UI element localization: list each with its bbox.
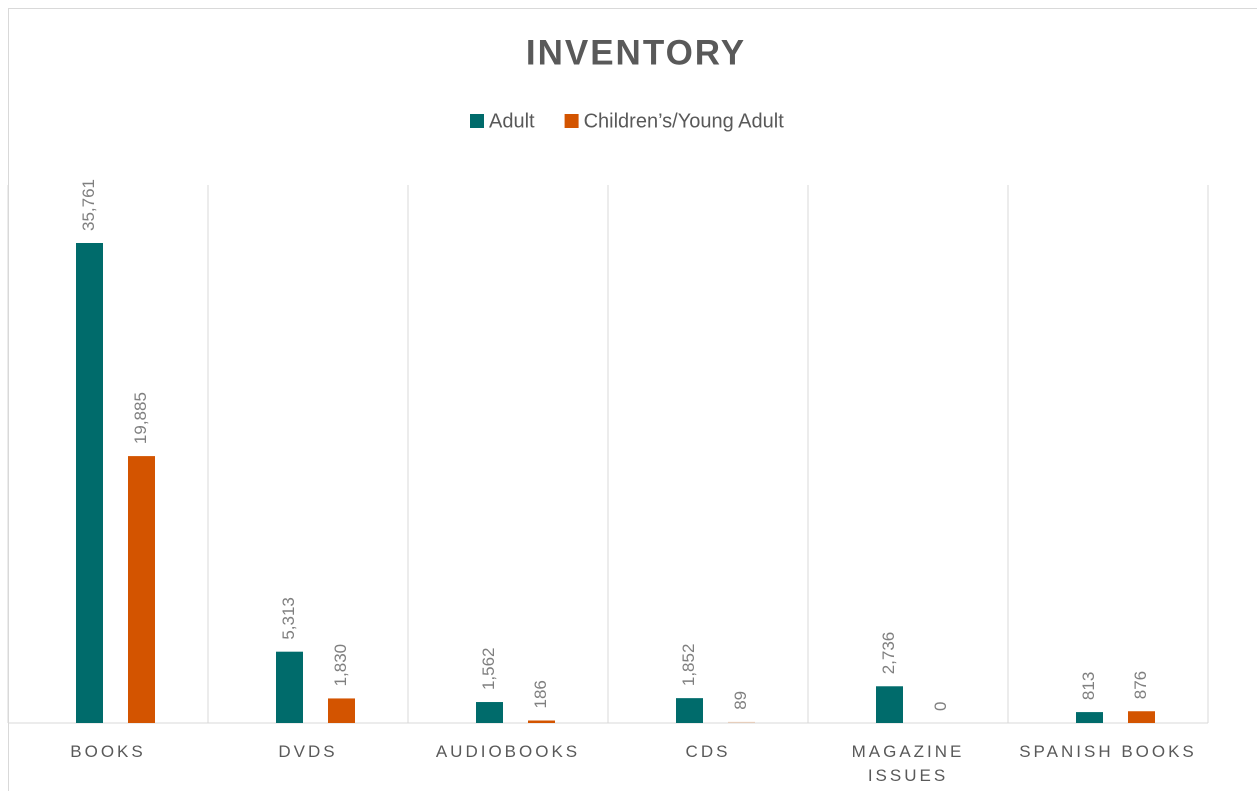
data-label: 186	[531, 680, 550, 708]
x-tick-label: DVDS	[278, 742, 338, 761]
legend-label: Children’s/Young Adult	[584, 110, 785, 132]
bar	[1076, 712, 1103, 723]
data-label: 1,852	[679, 644, 698, 687]
legend-swatch	[564, 114, 579, 128]
x-tick-label: AUDIOBOOKS	[435, 742, 581, 761]
bar	[328, 698, 355, 723]
data-label: 19,885	[131, 392, 150, 444]
data-label: 89	[731, 691, 750, 710]
data-label: 1,830	[331, 644, 350, 687]
data-label: 2,736	[879, 632, 898, 675]
data-label: 35,761	[79, 179, 98, 231]
data-label: 5,313	[279, 597, 298, 640]
chart-title: INVENTORY	[526, 33, 746, 72]
data-label: 813	[1079, 672, 1098, 700]
bar	[728, 721, 755, 723]
bar	[676, 698, 703, 723]
legend-label: Adult	[489, 110, 535, 132]
data-label: 876	[1131, 671, 1150, 699]
x-tick-label: SPANISH BOOKS	[1019, 742, 1197, 761]
bar	[276, 651, 303, 723]
bar	[128, 456, 155, 723]
bar	[1128, 711, 1155, 723]
data-label: 0	[931, 702, 950, 711]
legend-swatch	[470, 114, 484, 128]
legend: Adult Children’s/Young Adult	[470, 110, 784, 132]
bar	[528, 720, 555, 723]
bar	[876, 686, 903, 723]
bar	[76, 243, 103, 723]
x-tick-label: BOOKS	[70, 742, 146, 761]
x-tick-label: CDS	[685, 742, 731, 761]
bar	[476, 702, 503, 723]
data-label: 1,562	[479, 647, 498, 690]
x-tick-label: MAGAZINE ISSUES	[851, 742, 965, 785]
